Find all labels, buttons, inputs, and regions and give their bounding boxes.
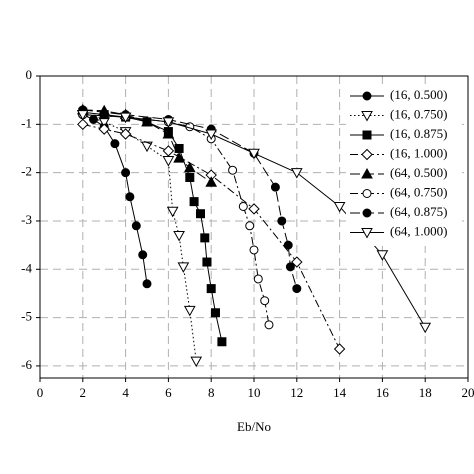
marker [249,245,259,255]
y-tick-label: -2 [21,164,32,179]
marker [283,240,293,250]
marker [138,250,148,260]
marker [205,176,218,187]
x-axis-label: Eb/No [237,419,271,434]
x-tick-label: 16 [376,385,390,400]
marker [110,139,120,149]
y-tick-label: -6 [21,357,32,372]
marker [142,279,152,289]
series-line [82,109,298,289]
legend-label: (16, 0.750) [390,106,447,121]
x-tick-label: 6 [165,385,172,400]
marker [189,197,199,207]
marker [248,203,260,215]
marker [291,256,303,268]
legend-label: (64, 0.875) [390,204,447,219]
marker [141,115,153,127]
marker [98,123,110,135]
legend-label: (64, 0.750) [390,184,447,199]
marker [206,284,216,294]
marker [200,233,210,243]
x-tick-label: 10 [248,385,261,400]
x-tick-label: 14 [333,385,347,400]
x-tick-label: 12 [290,385,303,400]
legend-marker [361,167,373,179]
legend-label: (64, 1.000) [390,223,447,238]
marker [119,128,132,140]
marker [245,221,255,231]
y-tick-label: 0 [26,67,33,82]
legend-marker [362,130,372,140]
marker [166,206,179,218]
marker [419,322,432,334]
marker [196,209,205,219]
legend-marker [362,91,372,101]
legend-label: (64, 0.500) [390,165,447,180]
marker [183,161,196,173]
marker [177,262,190,273]
legend-marker [361,148,373,161]
marker [333,201,346,213]
legend-label: (16, 0.500) [390,87,447,102]
marker [119,112,132,124]
marker [285,262,295,272]
marker [162,117,175,128]
marker [292,284,302,294]
y-tick-label: -3 [21,212,32,227]
x-tick-label: 18 [419,385,432,400]
legend-marker [362,208,372,218]
marker [185,172,195,182]
marker [376,250,389,261]
y-tick-label: -4 [21,260,32,275]
x-tick-label: 20 [462,385,474,400]
marker [98,104,111,116]
marker [190,356,203,368]
legend-marker [361,228,373,239]
y-tick-label: -5 [21,309,32,324]
marker [333,343,346,355]
legend-label: (16, 0.875) [390,126,447,141]
marker [121,168,131,178]
marker [173,230,185,242]
marker [210,308,220,318]
marker [76,110,89,121]
x-tick-label: 4 [122,385,129,400]
marker [202,257,212,267]
legend-marker [361,111,373,122]
marker [131,221,141,231]
plot-frame [39,75,469,379]
marker [260,296,270,306]
marker [162,127,175,139]
marker [77,118,89,131]
marker [89,114,98,124]
marker [290,168,303,179]
marker [162,145,175,157]
marker [277,216,287,226]
marker [125,192,135,202]
marker [217,337,227,347]
x-tick-label: 2 [80,385,87,400]
legend-marker [362,189,372,198]
marker [228,165,238,175]
marker [162,156,175,167]
x-tick-label: 0 [37,385,44,400]
legend-label: (16, 1.000) [390,145,447,160]
marker [238,201,248,211]
y-tick-label: -1 [21,115,32,130]
marker [205,129,218,141]
marker [248,148,260,160]
marker [174,143,184,153]
marker [183,305,196,317]
marker [173,152,185,163]
series-line [82,111,223,342]
marker [270,182,280,192]
x-tick-label: 8 [208,385,215,400]
marker [253,274,263,284]
marker [264,320,274,330]
